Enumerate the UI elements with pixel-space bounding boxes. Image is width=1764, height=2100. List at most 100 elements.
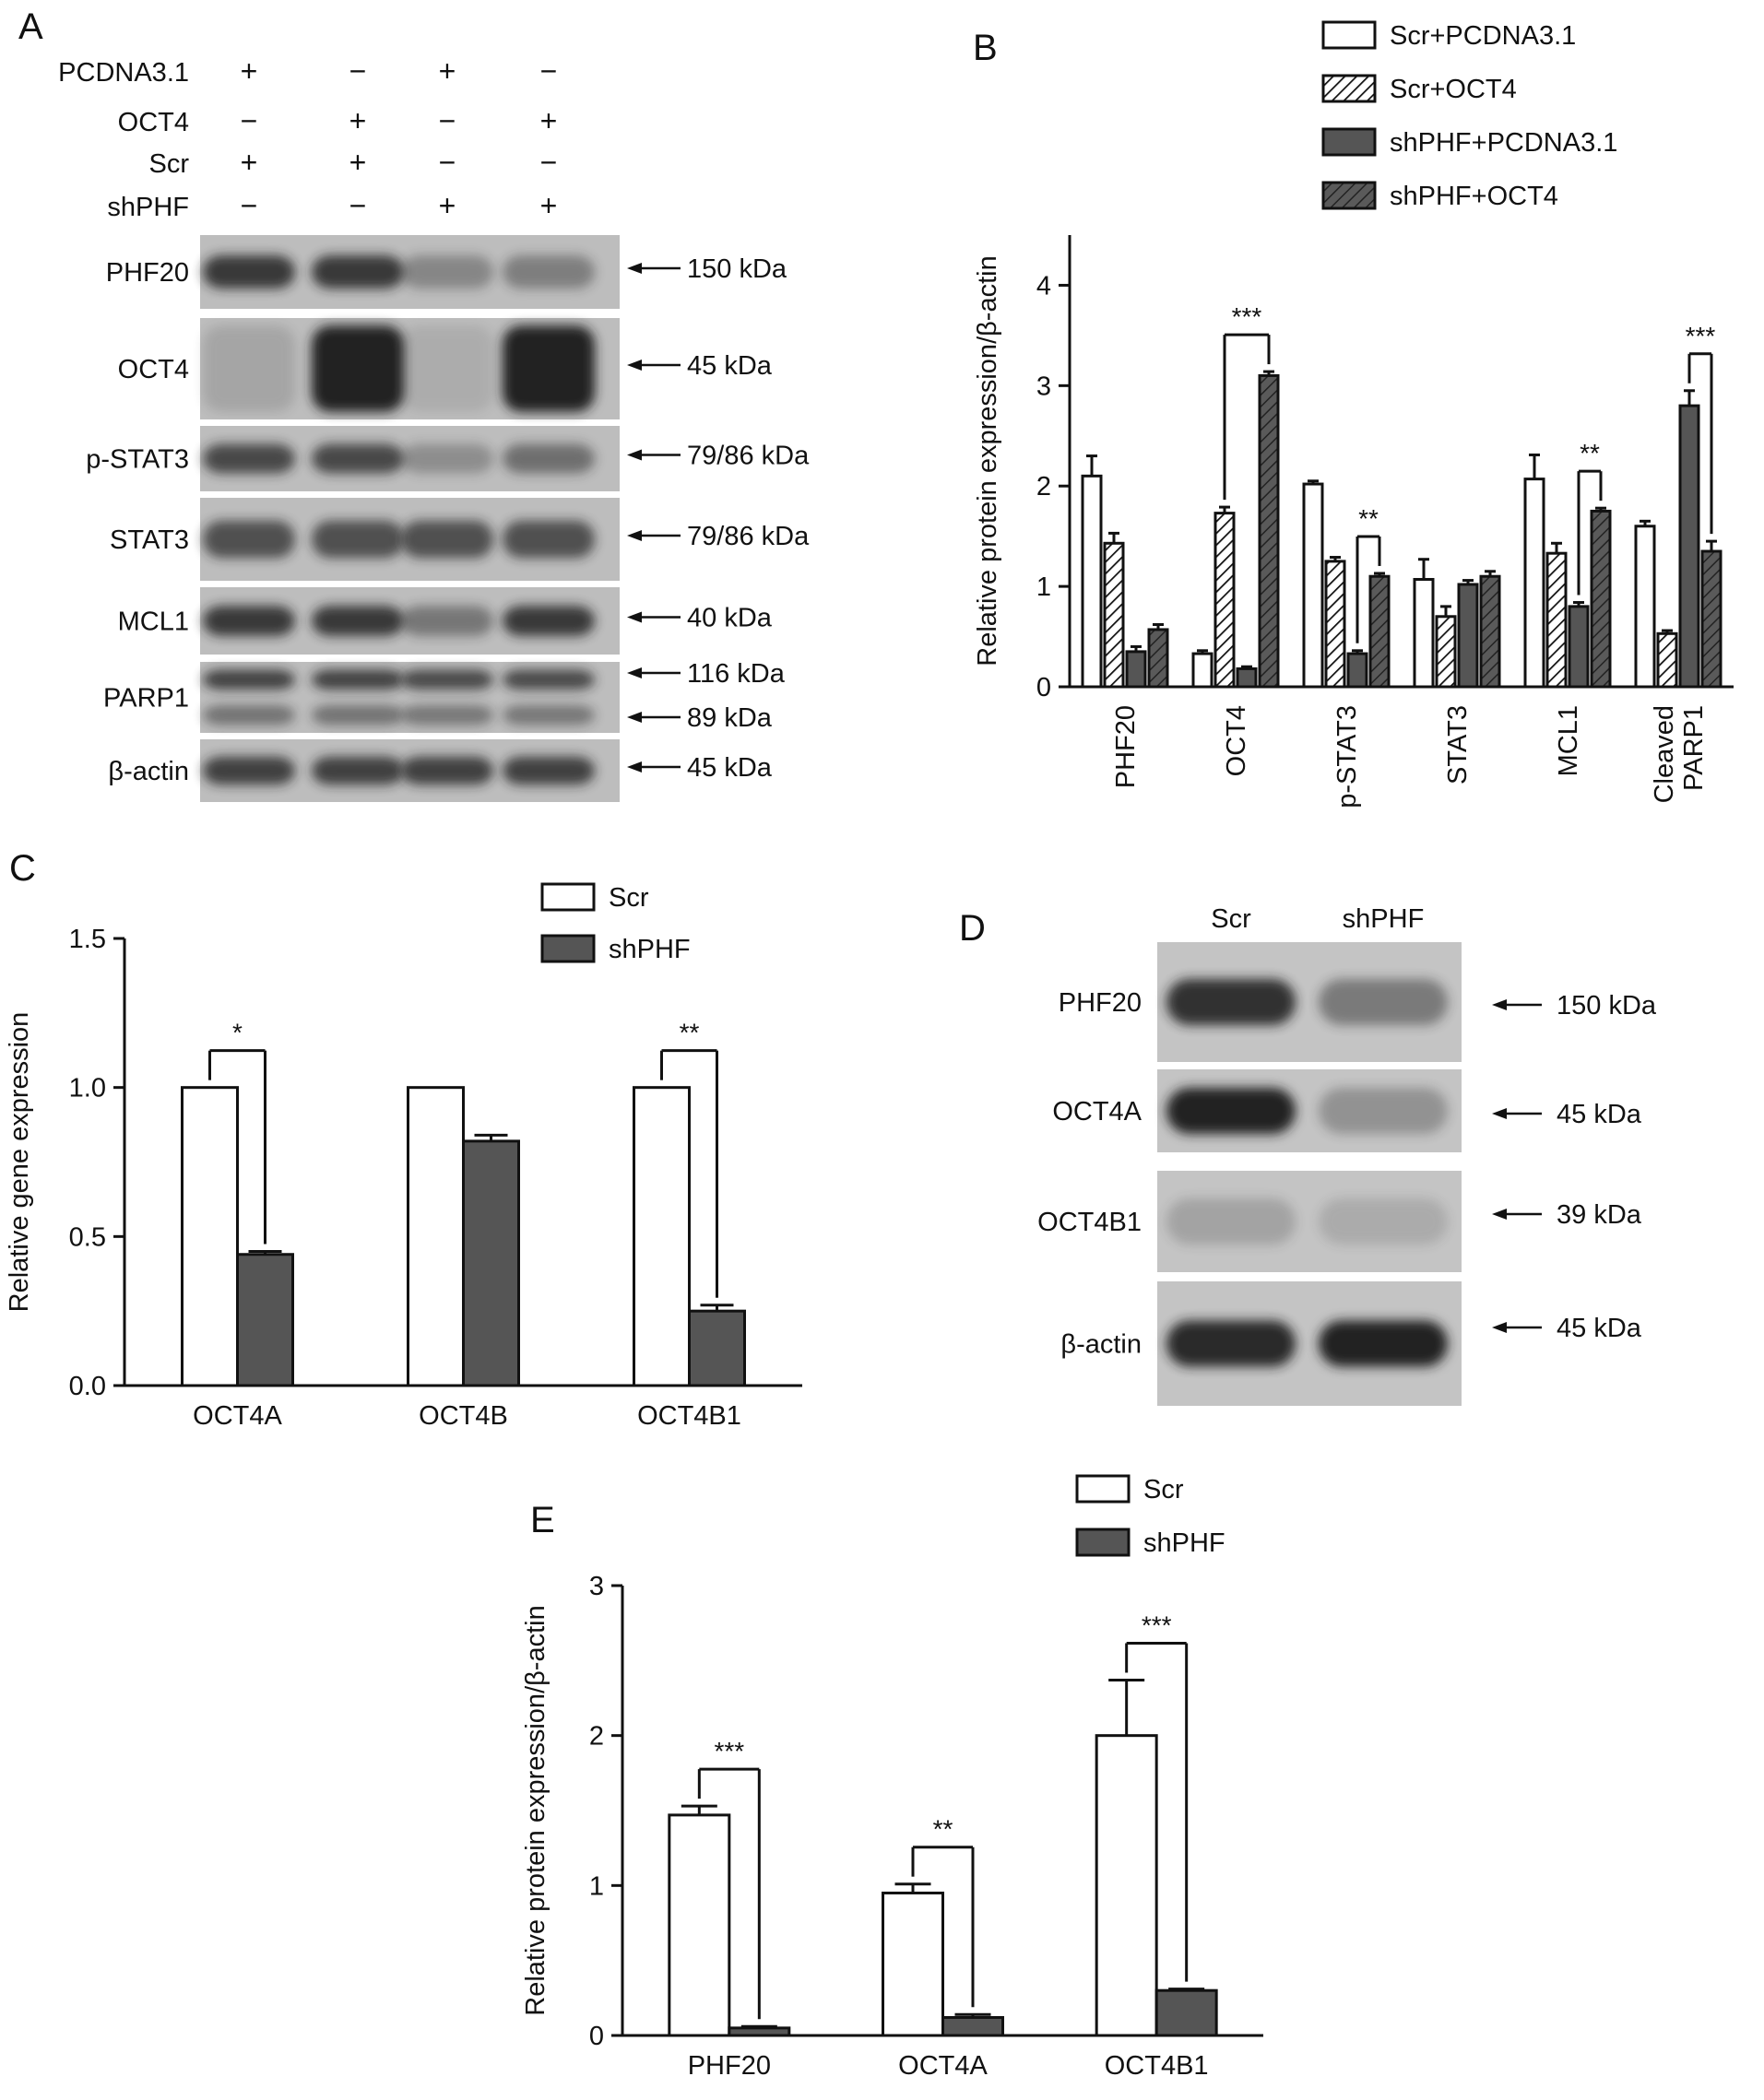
bar — [1523, 478, 1545, 689]
legend-label: Scr — [609, 883, 649, 913]
blot-band — [1166, 1088, 1296, 1134]
legend-label: shPHF — [609, 935, 691, 964]
x-tick-label: OCT4A — [193, 1401, 282, 1431]
bar — [1590, 509, 1612, 689]
blot-band — [401, 669, 493, 690]
treatment-sign: + — [241, 146, 258, 179]
treatment-sign: − — [439, 104, 456, 137]
blot-band — [312, 443, 404, 474]
panel-e-bar-chart: 0 1 2 3 Relative protein expression/β-actin P… — [521, 1474, 1263, 2081]
x-tick-label: OCT4 — [1222, 705, 1251, 776]
size-label: 116 kDa — [687, 659, 786, 689]
significance-label: *** — [1232, 302, 1262, 331]
treatment-sign: − — [439, 146, 456, 179]
x-tick-label: PHF20 — [688, 2051, 771, 2081]
legend-swatch — [1321, 74, 1377, 103]
blot-band — [503, 669, 595, 690]
bar — [1147, 628, 1169, 689]
bar — [688, 1309, 746, 1387]
blot-label: PARP1 — [103, 684, 189, 714]
significance-label: ** — [933, 1815, 953, 1844]
blot-band — [401, 756, 493, 785]
x-tick-label: Cleaved — [1650, 705, 1679, 803]
blot-band — [1166, 979, 1296, 1025]
blot-band — [1319, 1320, 1448, 1367]
treatment-sign: − — [540, 146, 558, 179]
y-tick-label: 0.5 — [69, 1222, 106, 1252]
treatment-sign: − — [540, 54, 558, 88]
treatment-label: PCDNA3.1 — [58, 58, 189, 88]
blot-band — [1319, 1198, 1448, 1245]
blot-band — [203, 325, 295, 412]
significance-label: ** — [1580, 439, 1600, 467]
bar — [462, 1139, 520, 1387]
blot-band — [1319, 1088, 1448, 1134]
bar — [633, 1086, 691, 1387]
blot-band — [1319, 979, 1448, 1025]
bar — [1236, 667, 1258, 689]
size-label: 79/86 kDa — [687, 522, 810, 551]
y-tick-label: 1.5 — [69, 925, 106, 954]
bar — [1302, 482, 1324, 689]
blot-band — [503, 255, 595, 289]
legend-label: shPHF — [1143, 1528, 1225, 1558]
treatment-sign: − — [241, 104, 258, 137]
legend-label: shPHF+PCDNA3.1 — [1390, 128, 1617, 158]
bar — [236, 1253, 294, 1387]
legend-swatch — [1075, 1528, 1131, 1557]
lane-label: Scr — [1211, 904, 1251, 934]
bar — [1213, 512, 1236, 689]
treatment-sign: − — [349, 54, 367, 88]
y-tick-label: 2 — [1036, 472, 1051, 501]
y-tick-label: 1.0 — [69, 1074, 106, 1103]
treatment-sign: + — [349, 146, 367, 179]
size-arrow-head — [627, 530, 642, 541]
blot-band — [203, 520, 295, 559]
bar — [1413, 577, 1435, 689]
bar — [941, 2015, 1004, 2037]
bar — [1568, 605, 1590, 689]
size-arrow-head — [1492, 1108, 1507, 1119]
bar — [1258, 373, 1280, 689]
blot-band — [503, 704, 595, 726]
panel-b-bar-chart: 0 1 2 3 4 Relative protein expression/β-actin… — [973, 20, 1734, 808]
x-tick-label: OCT4B — [419, 1401, 508, 1431]
size-arrow-head — [627, 667, 642, 678]
legend-label: Scr — [1143, 1475, 1184, 1504]
x-tick-label: STAT3 — [1443, 705, 1473, 785]
legend-swatch — [1075, 1474, 1131, 1504]
bar — [728, 2026, 791, 2037]
blot-band — [312, 520, 404, 559]
bar — [1191, 652, 1213, 689]
bar — [1479, 574, 1501, 689]
blot-band — [503, 325, 595, 412]
blot-band — [401, 606, 493, 636]
bar — [1678, 404, 1700, 689]
panel-d-western-blot: Scr shPHF PHF20 150 kDa OCT4A 45 kDa OCT4B1 39 … — [1037, 904, 1657, 1406]
bar — [181, 1086, 239, 1387]
size-arrow-head — [627, 712, 642, 723]
significance-label: * — [232, 1019, 243, 1047]
blot-label: p-STAT3 — [86, 445, 189, 475]
treatment-sign: − — [241, 189, 258, 222]
blot-band — [312, 756, 404, 785]
blot-label: PHF20 — [106, 258, 189, 288]
y-axis-label: Relative gene expression — [5, 1012, 34, 1313]
bar — [1457, 583, 1479, 689]
size-label: 45 kDa — [1557, 1100, 1642, 1129]
y-axis-label: Relative protein expression/β-actin — [521, 1605, 551, 2015]
treatment-label: Scr — [149, 149, 190, 179]
treatment-sign: + — [540, 189, 558, 222]
blot-label: OCT4B1 — [1037, 1208, 1142, 1237]
bar — [882, 1891, 944, 2037]
y-tick-label: 2 — [589, 1722, 604, 1752]
lane-label: shPHF — [1343, 904, 1425, 934]
blot-band — [401, 443, 493, 474]
y-tick-label: 1 — [589, 1871, 604, 1901]
size-arrow-head — [1492, 999, 1507, 1010]
x-tick-label: PARP1 — [1679, 705, 1709, 791]
bar — [1324, 560, 1346, 689]
blot-band — [312, 325, 404, 412]
blot-band — [1166, 1320, 1296, 1367]
